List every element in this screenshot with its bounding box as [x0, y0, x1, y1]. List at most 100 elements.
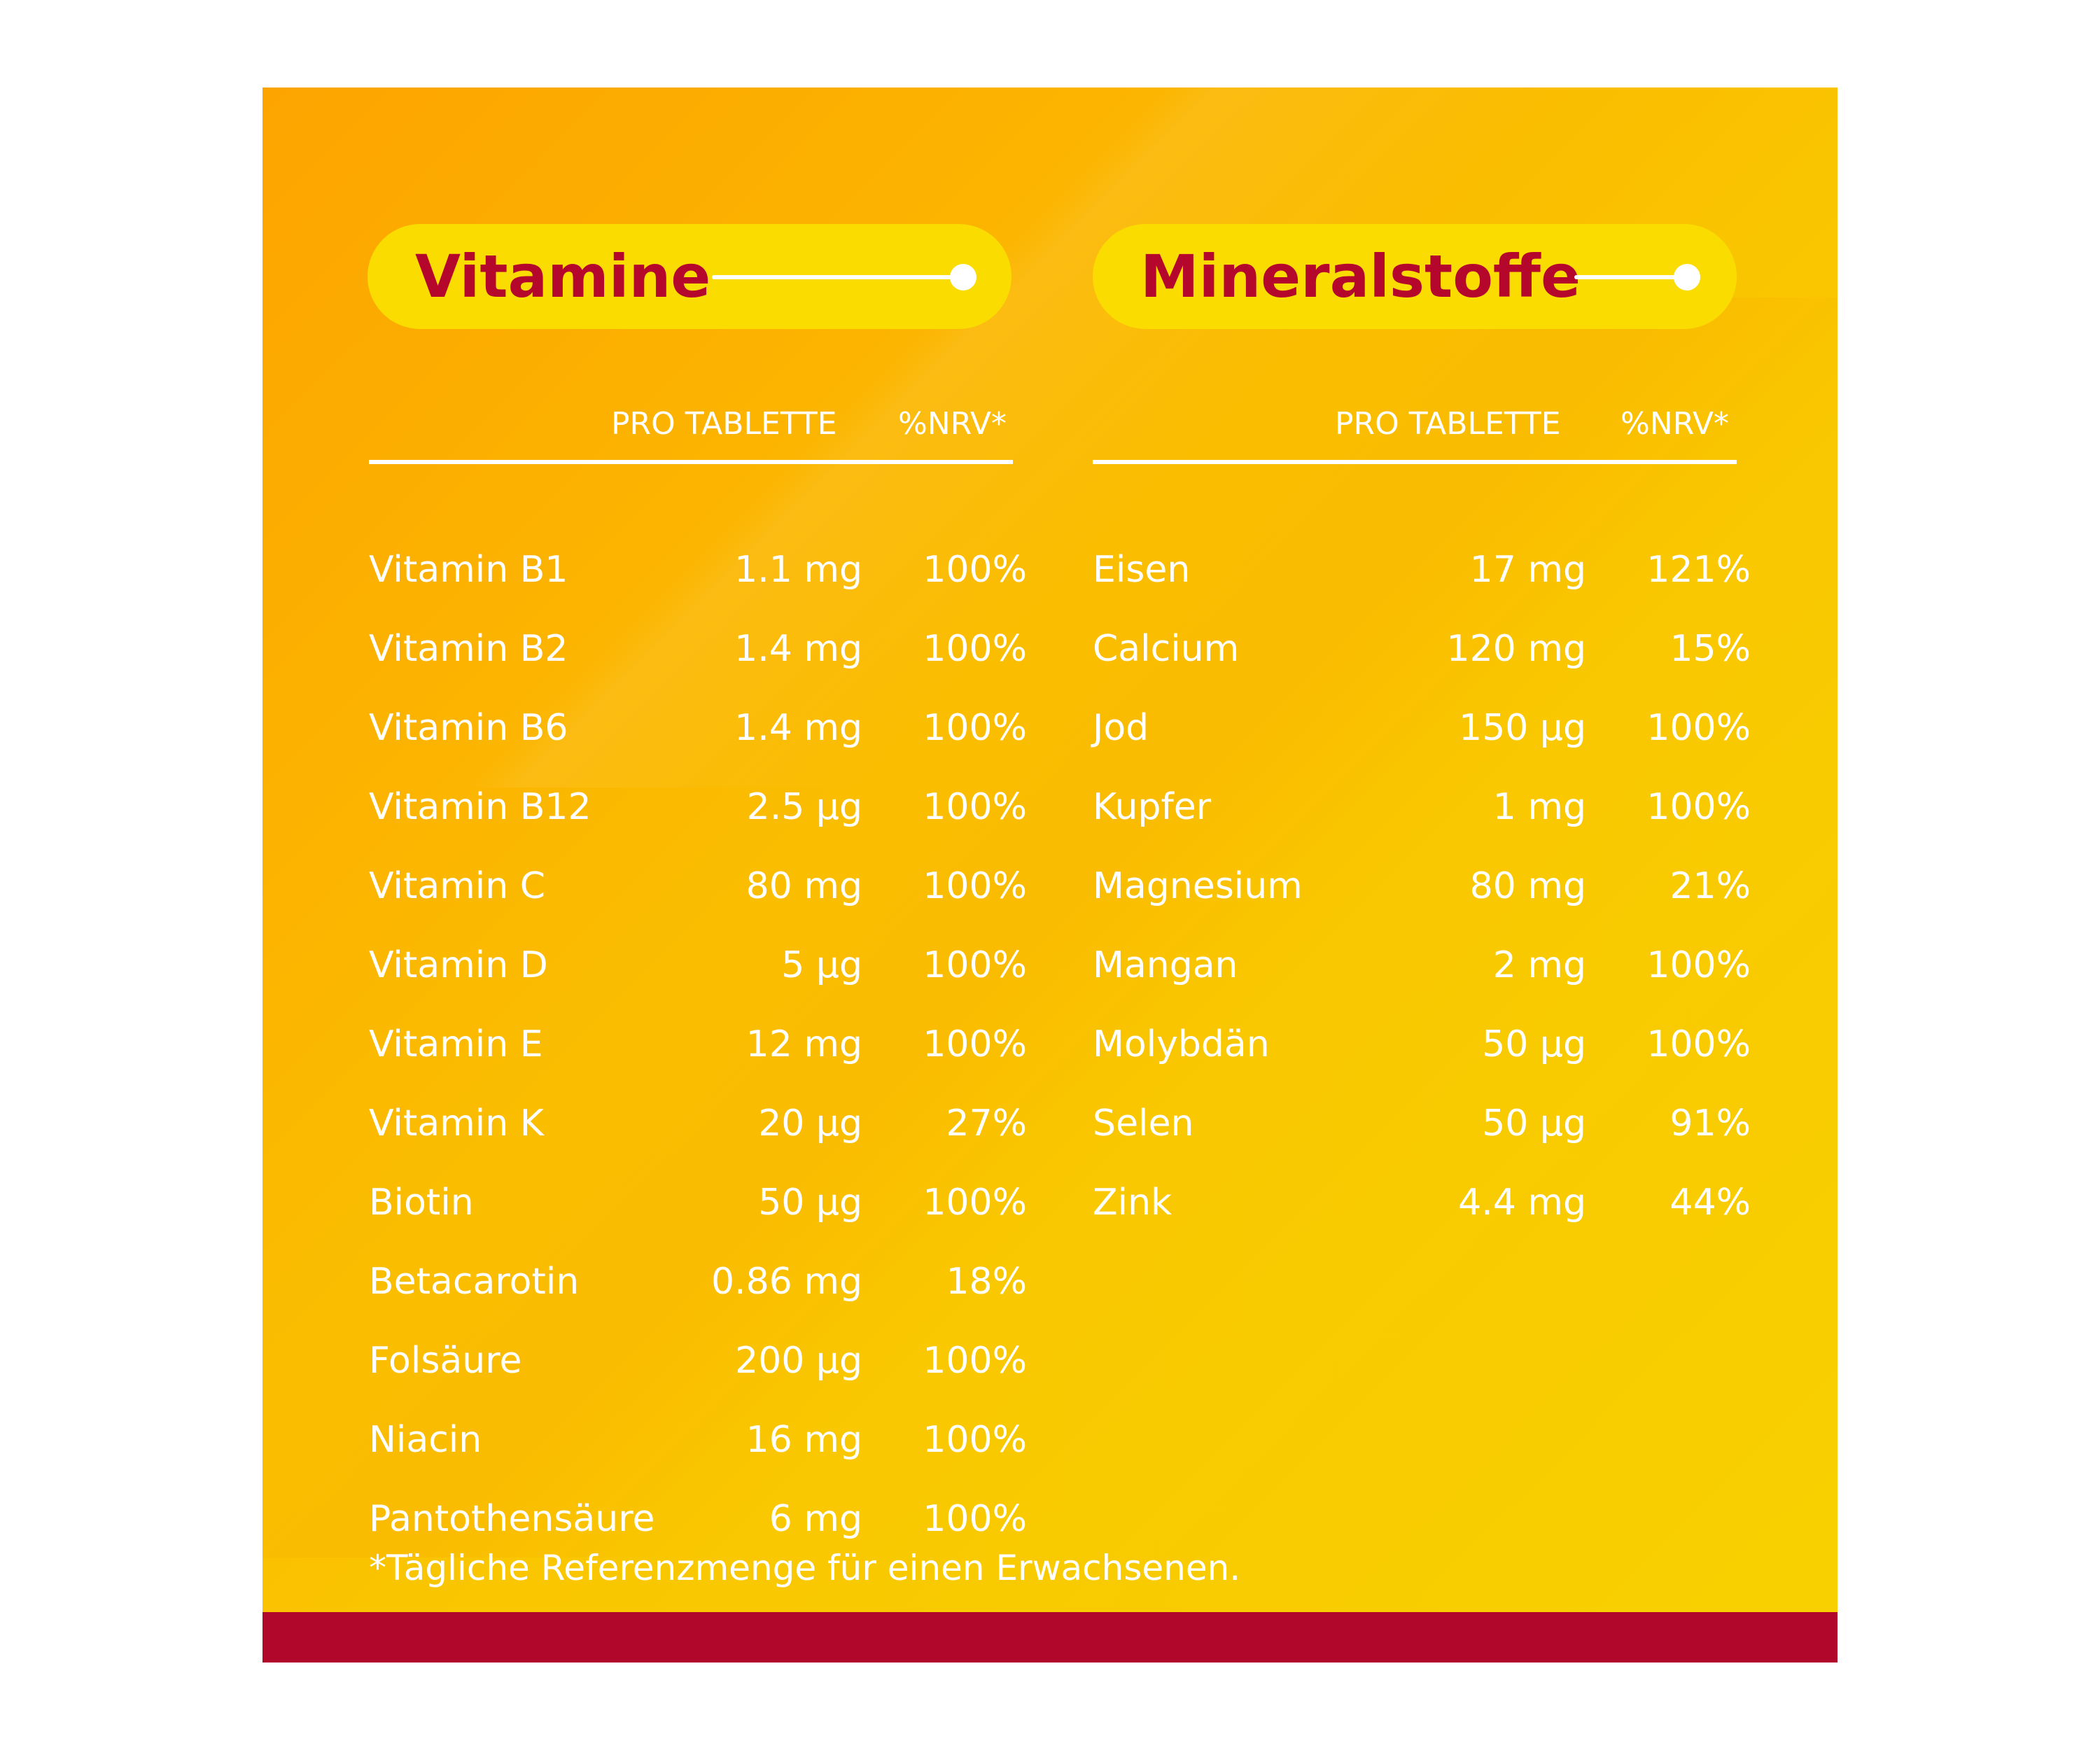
nutrient-amount: 16 mg	[746, 1419, 862, 1461]
nutrient-name: Niacin	[369, 1419, 482, 1461]
nutrient-amount: 20 µg	[758, 1102, 862, 1144]
nutrient-name: Biotin	[369, 1182, 474, 1224]
mineral-nrv: 21%	[1670, 865, 1751, 907]
nutrient-nrv: 100%	[923, 1023, 1027, 1065]
mineralstoffe-row: Eisen 17 mg 121%	[1093, 531, 1751, 610]
nutrient-amount: 5 µg	[781, 944, 862, 986]
mineral-name: Eisen	[1093, 549, 1191, 591]
mineral-nrv: 100%	[1646, 786, 1751, 828]
nutrient-name: Betacarotin	[369, 1261, 580, 1303]
vitamine-row: Folsäure 200 µg 100%	[369, 1322, 1027, 1401]
vitamine-row: Betacarotin 0.86 mg 18%	[369, 1242, 1027, 1322]
mineral-nrv: 44%	[1670, 1182, 1751, 1224]
vitamine-row: Vitamin K 20 µg 27%	[369, 1084, 1027, 1163]
nutrient-amount: 1.4 mg	[734, 707, 862, 749]
mineralstoffe-connector-dot-icon	[1674, 264, 1700, 290]
nutrient-amount: 12 mg	[746, 1023, 862, 1065]
mineral-amount: 150 µg	[1459, 707, 1586, 749]
mineral-amount: 50 µg	[1482, 1023, 1586, 1065]
nutrient-nrv: 100%	[923, 944, 1027, 986]
nutrient-nrv: 100%	[923, 1340, 1027, 1382]
vitamine-row: Niacin 16 mg 100%	[369, 1401, 1027, 1480]
vitamine-connector-dot-icon	[950, 264, 976, 290]
vitamine-row: Vitamin D 5 µg 100%	[369, 926, 1027, 1005]
nutrient-nrv: 100%	[923, 549, 1027, 591]
mineral-name: Calcium	[1093, 628, 1240, 670]
nutrient-nrv: 18%	[946, 1261, 1027, 1303]
mineral-nrv: 100%	[1646, 707, 1751, 749]
mineralstoffe-title-pill: Mineralstoffe	[1093, 224, 1737, 329]
nutrition-panel: Vitamine Mineralstoffe PRO TABLETTE %NRV…	[262, 88, 1837, 1662]
bottom-bar	[262, 1612, 1837, 1662]
mineral-nrv: 15%	[1670, 628, 1751, 670]
mineral-name: Zink	[1093, 1182, 1172, 1224]
mineral-nrv: 121%	[1646, 549, 1751, 591]
vitamine-row: Vitamin B12 2.5 µg 100%	[369, 768, 1027, 847]
vitamine-row: Vitamin B6 1.4 mg 100%	[369, 689, 1027, 768]
vitamine-row: Vitamin B1 1.1 mg 100%	[369, 531, 1027, 610]
nutrient-amount: 200 µg	[735, 1340, 862, 1382]
mineralstoffe-row: Kupfer 1 mg 100%	[1093, 768, 1751, 847]
mineralstoffe-row: Molybdän 50 µg 100%	[1093, 1005, 1751, 1084]
nutrient-name: Folsäure	[369, 1340, 522, 1382]
nutrient-nrv: 100%	[923, 1182, 1027, 1224]
mineral-amount: 120 mg	[1446, 628, 1586, 670]
mineral-amount: 1 mg	[1492, 786, 1586, 828]
mineral-amount: 80 mg	[1469, 865, 1586, 907]
mineral-amount: 4.4 mg	[1458, 1182, 1586, 1224]
nutrient-name: Vitamin B6	[369, 707, 568, 749]
vitamine-row: Vitamin C 80 mg 100%	[369, 847, 1027, 926]
nutrient-amount: 6 mg	[769, 1498, 862, 1540]
nutrient-name: Vitamin C	[369, 865, 546, 907]
mineral-amount: 50 µg	[1482, 1102, 1586, 1144]
nutrient-nrv: 27%	[946, 1102, 1027, 1144]
nutrient-nrv: 100%	[923, 628, 1027, 670]
nutrient-amount: 2.5 µg	[746, 786, 862, 828]
vitamine-header-amount: PRO TABLETTE	[611, 406, 837, 442]
nutrient-name: Vitamin B1	[369, 549, 568, 591]
mineral-name: Mangan	[1093, 944, 1238, 986]
mineralstoffe-header-amount: PRO TABLETTE	[1335, 406, 1561, 442]
mineral-name: Magnesium	[1093, 865, 1303, 907]
mineralstoffe-row: Mangan 2 mg 100%	[1093, 926, 1751, 1005]
mineral-nrv: 100%	[1646, 944, 1751, 986]
mineral-name: Molybdän	[1093, 1023, 1270, 1065]
nutrient-nrv: 100%	[923, 1498, 1027, 1540]
mineralstoffe-header-nrv: %NRV*	[1620, 406, 1729, 442]
nutrient-name: Vitamin B12	[369, 786, 592, 828]
nutrient-amount: 0.86 mg	[711, 1261, 862, 1303]
nutrient-amount: 50 µg	[758, 1182, 862, 1224]
nutrient-name: Vitamin K	[369, 1102, 544, 1144]
nutrient-name: Vitamin D	[369, 944, 548, 986]
vitamine-title-pill: Vitamine	[368, 224, 1011, 329]
vitamine-connector-line	[712, 275, 962, 279]
nutrient-nrv: 100%	[923, 865, 1027, 907]
vitamine-row: Pantothensäure 6 mg 100%	[369, 1480, 1027, 1559]
vitamine-row: Vitamin B2 1.4 mg 100%	[369, 610, 1027, 689]
mineral-amount: 17 mg	[1469, 549, 1586, 591]
nutrient-nrv: 100%	[923, 786, 1027, 828]
vitamine-header-nrv: %NRV*	[898, 406, 1007, 442]
mineralstoffe-header-rule	[1093, 460, 1737, 464]
nutrient-name: Pantothensäure	[369, 1498, 655, 1540]
mineralstoffe-row: Jod 150 µg 100%	[1093, 689, 1751, 768]
mineralstoffe-row: Zink 4.4 mg 44%	[1093, 1163, 1751, 1242]
mineral-name: Jod	[1093, 707, 1149, 749]
vitamine-title: Vitamine	[415, 242, 711, 311]
footnote: *Tägliche Referenzmenge für einen Erwach…	[369, 1548, 1241, 1588]
mineral-name: Selen	[1093, 1102, 1194, 1144]
mineralstoffe-row: Magnesium 80 mg 21%	[1093, 847, 1751, 926]
vitamine-header-rule	[369, 460, 1013, 464]
mineralstoffe-row: Selen 50 µg 91%	[1093, 1084, 1751, 1163]
vitamine-table: Vitamin B1 1.1 mg 100% Vitamin B2 1.4 mg 100…	[369, 531, 1027, 1559]
vitamine-row: Biotin 50 µg 100%	[369, 1163, 1027, 1242]
mineral-nrv: 100%	[1646, 1023, 1751, 1065]
mineral-amount: 2 mg	[1492, 944, 1586, 986]
nutrient-nrv: 100%	[923, 1419, 1027, 1461]
mineralstoffe-row: Calcium 120 mg 15%	[1093, 610, 1751, 689]
nutrient-nrv: 100%	[923, 707, 1027, 749]
nutrient-amount: 80 mg	[746, 865, 862, 907]
nutrient-amount: 1.1 mg	[734, 549, 862, 591]
nutrient-amount: 1.4 mg	[734, 628, 862, 670]
nutrient-name: Vitamin E	[369, 1023, 543, 1065]
